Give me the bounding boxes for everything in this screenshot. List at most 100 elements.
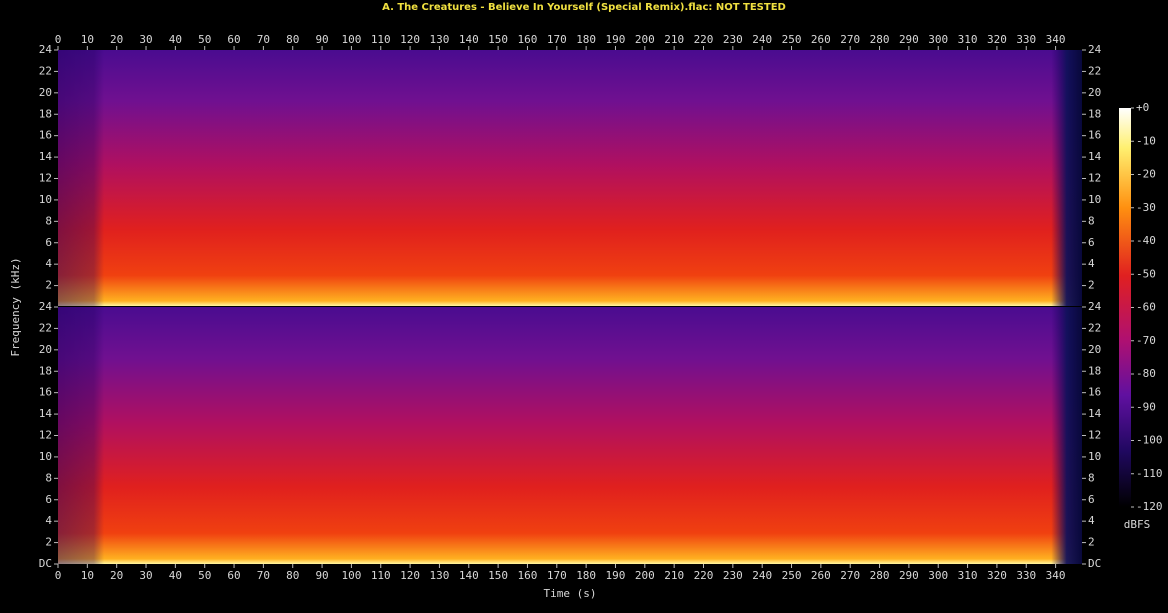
x-tick-label: 150 bbox=[488, 33, 508, 46]
x-tick-label: 0 bbox=[55, 569, 62, 582]
x-tick-label: 70 bbox=[257, 569, 270, 582]
y-tick-label: 4 bbox=[45, 514, 52, 527]
y-tick-label: 14 bbox=[39, 150, 53, 163]
x-tick-label: 280 bbox=[870, 33, 890, 46]
colorbar-tick-label: -40 bbox=[1136, 234, 1156, 247]
y-tick-label: 10 bbox=[1088, 450, 1101, 463]
y-tick-label: 20 bbox=[39, 343, 52, 356]
x-tick-label: 290 bbox=[899, 569, 919, 582]
x-tick-label: 50 bbox=[198, 33, 211, 46]
y-tick-label: 6 bbox=[1088, 236, 1095, 249]
colorbar-tick-label: -110 bbox=[1136, 467, 1163, 480]
y-tick-label: 10 bbox=[39, 450, 52, 463]
x-tick-label: 190 bbox=[606, 33, 626, 46]
y-tick-label: 10 bbox=[1088, 193, 1101, 206]
x-tick-label: 120 bbox=[400, 569, 420, 582]
x-tick-label: 290 bbox=[899, 33, 919, 46]
y-tick-label: 18 bbox=[39, 364, 52, 377]
y-tick-label: DC bbox=[39, 557, 52, 570]
x-tick-label: 130 bbox=[429, 33, 449, 46]
y-tick-label: 12 bbox=[39, 172, 52, 185]
y-axis-label: Frequency (kHz) bbox=[9, 257, 22, 356]
y-tick-label: 2 bbox=[1088, 279, 1095, 292]
x-tick-label: 140 bbox=[459, 33, 479, 46]
colorbar-tick-label: -30 bbox=[1136, 201, 1156, 214]
y-tick-label: 4 bbox=[45, 257, 52, 270]
x-tick-label: 50 bbox=[198, 569, 211, 582]
colorbar-tick-label: -50 bbox=[1136, 267, 1156, 280]
y-tick-label: 24 bbox=[39, 300, 53, 313]
x-tick-label: 20 bbox=[110, 569, 123, 582]
x-tick-label: 190 bbox=[606, 569, 626, 582]
colorbar-tick-label: -20 bbox=[1136, 168, 1156, 181]
x-tick-label: 0 bbox=[55, 33, 62, 46]
x-tick-label: 220 bbox=[694, 33, 714, 46]
y-tick-label: 20 bbox=[1088, 343, 1101, 356]
colorbar-tick-label: +0 bbox=[1136, 101, 1149, 114]
colorbar-tick-label: -60 bbox=[1136, 301, 1156, 314]
x-tick-label: 90 bbox=[315, 33, 328, 46]
y-tick-label: 24 bbox=[1088, 43, 1102, 56]
chart-title: A. The Creatures - Believe In Yourself (… bbox=[382, 2, 786, 13]
x-tick-label: 80 bbox=[286, 569, 299, 582]
y-tick-label: 2 bbox=[45, 279, 52, 292]
colorbar-tick-label: -10 bbox=[1136, 134, 1156, 147]
x-tick-label: 100 bbox=[341, 33, 361, 46]
y-tick-label: 18 bbox=[39, 107, 52, 120]
colorbar-tick-label: -120 bbox=[1136, 500, 1163, 513]
y-tick-label: 16 bbox=[1088, 386, 1101, 399]
x-tick-label: 240 bbox=[752, 33, 772, 46]
colorbar bbox=[1119, 108, 1131, 507]
x-tick-label: 150 bbox=[488, 569, 508, 582]
y-tick-label: 24 bbox=[1088, 300, 1102, 313]
y-tick-label: 12 bbox=[1088, 172, 1101, 185]
x-tick-label: 180 bbox=[576, 33, 596, 46]
x-tick-label: 310 bbox=[958, 569, 978, 582]
x-tick-label: 210 bbox=[664, 33, 684, 46]
colorbar-tick-label: -100 bbox=[1136, 434, 1163, 447]
x-tick-label: 320 bbox=[987, 33, 1007, 46]
y-tick-label: 20 bbox=[39, 86, 52, 99]
y-tick-label: 24 bbox=[39, 43, 53, 56]
x-tick-label: 210 bbox=[664, 569, 684, 582]
x-tick-label: 330 bbox=[1016, 33, 1036, 46]
y-tick-label: 8 bbox=[45, 471, 52, 484]
colorbar-tick-label: -80 bbox=[1136, 367, 1156, 380]
x-tick-label: 200 bbox=[635, 569, 655, 582]
y-tick-label: 4 bbox=[1088, 514, 1095, 527]
x-tick-label: 90 bbox=[315, 569, 328, 582]
spectrogram-shade bbox=[58, 50, 1082, 306]
y-tick-label: 12 bbox=[1088, 429, 1101, 442]
y-tick-label: 8 bbox=[45, 214, 52, 227]
x-tick-label: 250 bbox=[782, 33, 802, 46]
x-tick-label: 140 bbox=[459, 569, 479, 582]
y-tick-label: 12 bbox=[39, 429, 52, 442]
colorbar-tick-label: -70 bbox=[1136, 334, 1156, 347]
x-tick-label: 30 bbox=[139, 33, 152, 46]
y-tick-label: 22 bbox=[1088, 321, 1101, 334]
x-tick-label: 60 bbox=[227, 33, 240, 46]
y-tick-label: 22 bbox=[39, 321, 52, 334]
colorbar-label: dBFS bbox=[1124, 518, 1151, 531]
x-tick-label: 330 bbox=[1016, 569, 1036, 582]
x-tick-label: 30 bbox=[139, 569, 152, 582]
y-tick-label: 2 bbox=[45, 536, 52, 549]
x-tick-label: 270 bbox=[840, 569, 860, 582]
y-tick-label: 10 bbox=[39, 193, 52, 206]
x-tick-label: 20 bbox=[110, 33, 123, 46]
x-tick-label: 280 bbox=[870, 569, 890, 582]
y-tick-label: 2 bbox=[1088, 536, 1095, 549]
x-tick-label: 230 bbox=[723, 33, 743, 46]
x-tick-label: 10 bbox=[81, 569, 94, 582]
x-tick-label: 320 bbox=[987, 569, 1007, 582]
x-tick-label: 60 bbox=[227, 569, 240, 582]
x-tick-label: 200 bbox=[635, 33, 655, 46]
x-tick-label: 160 bbox=[518, 569, 538, 582]
y-tick-label: 6 bbox=[45, 493, 52, 506]
y-tick-label: 16 bbox=[1088, 129, 1101, 142]
x-tick-label: 340 bbox=[1046, 33, 1066, 46]
colorbar-tick-label: -90 bbox=[1136, 400, 1156, 413]
x-tick-label: 40 bbox=[169, 33, 182, 46]
x-tick-label: 180 bbox=[576, 569, 596, 582]
